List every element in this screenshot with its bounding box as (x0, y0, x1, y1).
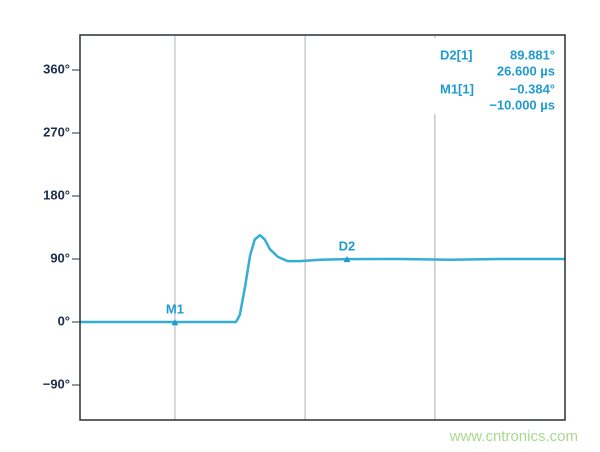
marker (171, 319, 179, 326)
y-tick-label: 360° (43, 61, 70, 76)
y-tick-label: 0° (58, 313, 70, 328)
readout-trace: D2[1] (440, 47, 473, 62)
readout-value: −0.384° (510, 81, 555, 96)
y-tick-label: 270° (43, 124, 70, 139)
readout-box (434, 38, 564, 114)
y-tick-label: −90° (43, 376, 70, 391)
watermark: www.cntronics.com (449, 428, 578, 445)
y-tick-label: 90° (50, 250, 70, 265)
trace-line (80, 233, 565, 324)
content: D2 D2[1] 89.881°26.600 µs M1 M1[1] −0.384°−10… (80, 47, 565, 326)
readout-value: 89.881° (510, 47, 555, 62)
y-tick-label: 180° (43, 187, 70, 202)
readout-time: −10.000 µs (489, 97, 555, 112)
marker-label: D2 (339, 239, 356, 254)
readout-time: 26.600 µs (497, 63, 555, 78)
plot-frame (79, 34, 566, 421)
marker-label: M1 (166, 302, 184, 317)
readout-trace: M1[1] (440, 81, 474, 96)
marker (343, 256, 351, 263)
